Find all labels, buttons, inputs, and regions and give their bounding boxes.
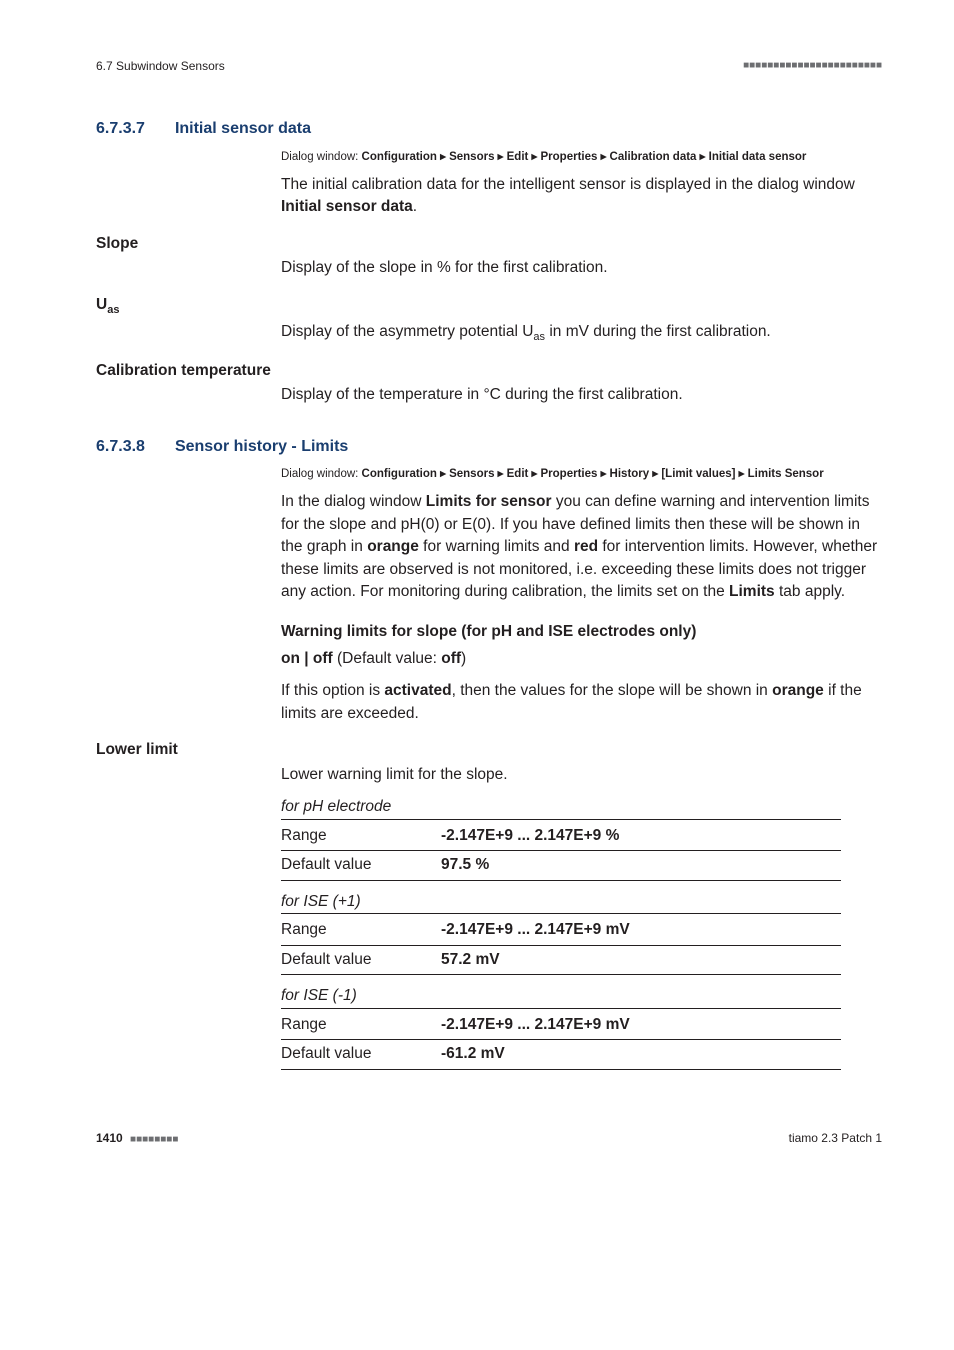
table-row: Default value 97.5 %: [281, 851, 841, 880]
table-row: Default value 57.2 mV: [281, 945, 841, 974]
activated-b: activated: [384, 682, 451, 699]
dialog-path-2: Dialog window: Configuration ▸ Sensors ▸…: [281, 466, 882, 483]
para-b3: red: [574, 538, 598, 555]
default-key: Default value: [281, 851, 441, 880]
uas-label-pre: U: [96, 296, 107, 313]
table-row: Range -2.147E+9 ... 2.147E+9 mV: [281, 916, 841, 945]
param-caltemp-text: Display of the temperature in °C during …: [281, 384, 882, 406]
footer-squares: ■■■■■■■■: [130, 1134, 178, 1145]
default-val: -61.2 mV: [441, 1040, 841, 1069]
group-rule-2: [281, 1008, 841, 1009]
dialog-path-text-2: Configuration ▸ Sensors ▸ Edit ▸ Propert…: [362, 468, 824, 480]
page-container: 6.7 Subwindow Sensors ■■■■■■■■■■■■■■■■■■…: [0, 0, 954, 1187]
header-right-squares: ■■■■■■■■■■■■■■■■■■■■■■■: [743, 59, 882, 74]
default-val: 57.2 mV: [441, 945, 841, 974]
group-label-2: for ISE (-1): [281, 985, 882, 1007]
activated-line: If this option is activated, then the va…: [281, 680, 882, 725]
intro-bold: Initial sensor data: [281, 198, 413, 215]
table-row: Default value -61.2 mV: [281, 1040, 841, 1069]
intro-text-1: The initial calibration data for the int…: [281, 174, 882, 219]
dialog-prefix-2: Dialog window:: [281, 468, 362, 480]
footer-page-number: 1410: [96, 1131, 123, 1145]
range-val: -2.147E+9 ... 2.147E+9 mV: [441, 1011, 841, 1040]
group-table-2: Range -2.147E+9 ... 2.147E+9 mV Default …: [281, 1011, 841, 1070]
para-b4: Limits: [729, 583, 775, 600]
onoff-pre: on | off: [281, 650, 333, 667]
para-pre: In the dialog window: [281, 493, 426, 510]
activated-b2: orange: [772, 682, 824, 699]
section-number-2: 6.7.3.8: [96, 435, 145, 458]
range-key: Range: [281, 916, 441, 945]
lower-limit-label: Lower limit: [96, 739, 882, 761]
header-left: 6.7 Subwindow Sensors: [96, 58, 225, 75]
table-row: Range -2.147E+9 ... 2.147E+9 mV: [281, 1011, 841, 1040]
default-key: Default value: [281, 945, 441, 974]
param-slope-label: Slope: [96, 233, 882, 255]
section-title: Initial sensor data: [175, 117, 311, 140]
onoff-b: off: [441, 650, 461, 667]
activated-pre: If this option is: [281, 682, 384, 699]
activated-mid: , then the values for the slope will be …: [452, 682, 773, 699]
onoff-mid: (Default value:: [333, 650, 442, 667]
onoff-post: ): [461, 650, 466, 667]
para-b2: orange: [367, 538, 419, 555]
intro-post: .: [413, 198, 417, 215]
range-key: Range: [281, 1011, 441, 1040]
footer-right: tiamo 2.3 Patch 1: [789, 1130, 882, 1147]
page-footer: 1410 ■■■■■■■■ tiamo 2.3 Patch 1: [96, 1130, 882, 1148]
section-heading-6-7-3-7: 6.7.3.7 Initial sensor data: [96, 117, 882, 140]
group-table-1: Range -2.147E+9 ... 2.147E+9 mV Default …: [281, 916, 841, 975]
default-key: Default value: [281, 1040, 441, 1069]
intro-pre: The initial calibration data for the int…: [281, 176, 855, 193]
section-heading-6-7-3-8: 6.7.3.8 Sensor history - Limits: [96, 435, 882, 458]
footer-left: 1410 ■■■■■■■■: [96, 1130, 178, 1148]
para-post: tab apply.: [775, 583, 845, 600]
default-val: 97.5 %: [441, 851, 841, 880]
range-key: Range: [281, 822, 441, 851]
uas-text-pre: Display of the asymmetry potential U: [281, 323, 533, 340]
param-uas-text: Display of the asymmetry potential Uas i…: [281, 321, 882, 346]
para-b1: Limits for sensor: [426, 493, 552, 510]
group-rule-0: [281, 819, 841, 820]
warning-limits-heading: Warning limits for slope (for pH and ISE…: [281, 621, 882, 643]
group-rule-1: [281, 913, 841, 914]
group-label-1: for ISE (+1): [281, 891, 882, 913]
table-row: Range -2.147E+9 ... 2.147E+9 %: [281, 822, 841, 851]
group-table-0: Range -2.147E+9 ... 2.147E+9 % Default v…: [281, 822, 841, 881]
uas-text-sub: as: [533, 331, 545, 343]
param-slope-text: Display of the slope in % for the first …: [281, 257, 882, 279]
uas-text-post: in mV during the first calibration.: [545, 323, 771, 340]
range-val: -2.147E+9 ... 2.147E+9 %: [441, 822, 841, 851]
dialog-path-1: Dialog window: Configuration ▸ Sensors ▸…: [281, 149, 882, 166]
dialog-path-text: Configuration ▸ Sensors ▸ Edit ▸ Propert…: [362, 151, 807, 163]
param-caltemp-label: Calibration temperature: [96, 360, 882, 382]
group-label-0: for pH electrode: [281, 796, 882, 818]
range-val: -2.147E+9 ... 2.147E+9 mV: [441, 916, 841, 945]
page-header: 6.7 Subwindow Sensors ■■■■■■■■■■■■■■■■■■…: [96, 58, 882, 75]
section-title-2: Sensor history - Limits: [175, 435, 348, 458]
uas-label-sub: as: [107, 304, 119, 316]
para-mid2: for warning limits and: [419, 538, 574, 555]
lower-limit-text: Lower warning limit for the slope.: [281, 764, 882, 786]
param-uas-label: Uas: [96, 294, 882, 319]
limits-paragraph: In the dialog window Limits for sensor y…: [281, 491, 882, 603]
section-number: 6.7.3.7: [96, 117, 145, 140]
dialog-prefix: Dialog window:: [281, 151, 362, 163]
onoff-line: on | off (Default value: off): [281, 648, 882, 670]
